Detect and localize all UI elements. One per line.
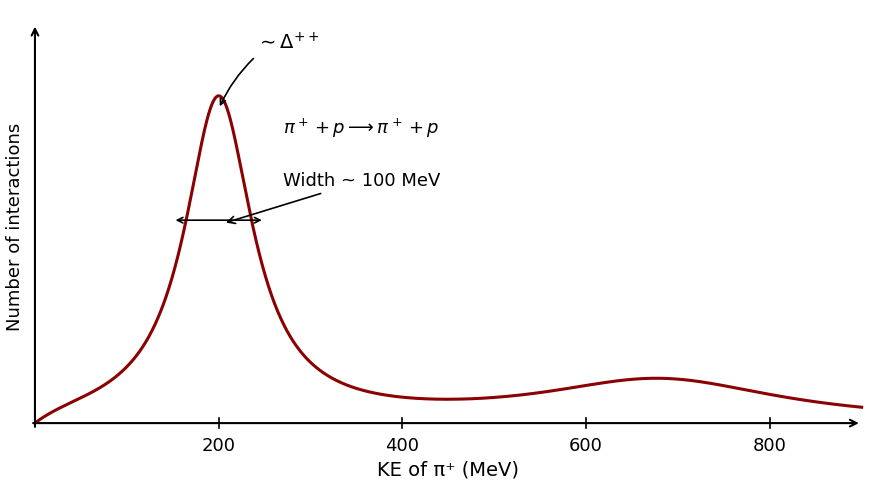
Text: 200: 200 [201, 437, 235, 455]
Text: Number of interactions: Number of interactions [6, 122, 24, 331]
Text: KE of π⁺ (MeV): KE of π⁺ (MeV) [377, 461, 519, 480]
Text: $\sim\Delta^{++}$: $\sim\Delta^{++}$ [256, 32, 320, 53]
Text: Width ~ 100 MeV: Width ~ 100 MeV [228, 172, 440, 224]
Text: $\pi^+ + p{\longrightarrow}\pi^+ + p$: $\pi^+ + p{\longrightarrow}\pi^+ + p$ [283, 117, 439, 140]
Text: 400: 400 [385, 437, 419, 455]
Text: 800: 800 [752, 437, 787, 455]
Text: 600: 600 [569, 437, 603, 455]
